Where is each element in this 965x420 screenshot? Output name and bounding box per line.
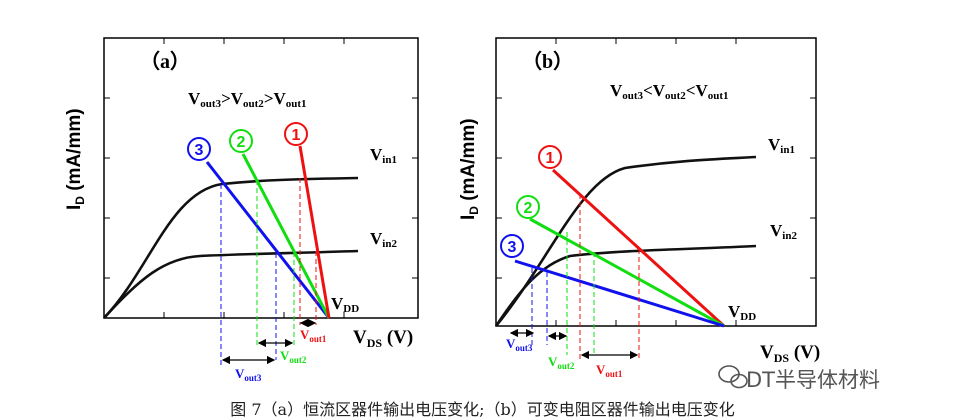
panel-a-vout3-label: Vout3 <box>235 366 262 383</box>
panel-b-vin2-label: Vin2 <box>770 221 797 242</box>
panel-a-frame <box>103 37 419 319</box>
panel-a-load-line-3 <box>205 161 331 319</box>
panel-b-y-axis-label: ID (mA/mm) <box>458 118 481 220</box>
panel-a-relation: Vout3>Vout2>Vout1 <box>188 89 307 110</box>
panel-a-marker-3: 3 <box>187 137 211 161</box>
panel-b-marker-3: 3 <box>500 234 524 258</box>
panel-a-marker-1: 1 <box>284 122 308 146</box>
panel-a-x-axis-label: VDS (V) <box>353 327 413 350</box>
panel-b-vout1-label: Vout1 <box>596 362 623 379</box>
svg-text:3: 3 <box>195 142 204 159</box>
panel-a-vout1-label: Vout1 <box>300 327 327 344</box>
panel-a-curve-vin1 <box>103 176 359 319</box>
panel-b-frame <box>495 37 817 327</box>
panel-a-label: （a） <box>140 50 190 73</box>
panel-a-ticks <box>104 38 418 318</box>
wechat-icon <box>718 365 748 389</box>
panel-b-vdd-label: VDD <box>728 302 756 323</box>
panel-a-vin1-label: Vin1 <box>370 145 397 166</box>
svg-text:2: 2 <box>237 134 246 151</box>
panel-a-vout2-label: Vout2 <box>280 348 307 365</box>
panel-b-load-line-3 <box>514 259 725 328</box>
panel-a-marker-2: 2 <box>229 129 253 153</box>
panel-b-x-axis-label: VDS (V) <box>760 342 820 365</box>
watermark: DT半导体材料 <box>746 368 880 392</box>
figure-caption: 图 7（a）恒流区器件输出电压变化;（b）可变电阻区器件输出电压变化 <box>230 400 735 419</box>
panel-a-vin2-label: Vin2 <box>370 229 397 250</box>
panel-b-label: （b） <box>522 50 573 73</box>
panel-b-marker-2: 2 <box>516 195 540 219</box>
panel-b-vout2-label: Vout2 <box>548 354 575 371</box>
panel-a: （a） Vout3>Vout2>Vout1 ID (mA/mm) VDS (V)… <box>64 37 419 383</box>
panel-a-curve-vin2 <box>103 249 359 319</box>
panel-b-dashed-guides <box>531 194 640 360</box>
panel-b: （b） Vout3<Vout2<Vout1 ID (mA/mm) VDS (V)… <box>458 37 820 379</box>
panel-b-load-line-1 <box>551 168 726 328</box>
svg-text:3: 3 <box>508 239 517 256</box>
svg-text:1: 1 <box>292 127 301 144</box>
panel-a-y-axis-label: ID (mA/mm) <box>64 108 87 210</box>
panel-a-vdd-label: VDD <box>331 294 359 315</box>
panel-b-curve-vin2 <box>494 244 757 327</box>
panel-b-curve-vin1 <box>494 155 757 327</box>
svg-text:2: 2 <box>524 200 533 217</box>
panel-b-relation: Vout3<Vout2<Vout1 <box>610 81 729 102</box>
panel-b-ticks <box>496 38 816 326</box>
panel-a-load-line-1 <box>298 145 331 319</box>
panel-b-load-line-2 <box>529 217 725 328</box>
svg-text:1: 1 <box>546 150 555 167</box>
panel-b-marker-1: 1 <box>538 145 562 169</box>
panel-b-vin1-label: Vin1 <box>768 135 795 156</box>
panel-b-vout3-label: Vout3 <box>506 336 533 353</box>
